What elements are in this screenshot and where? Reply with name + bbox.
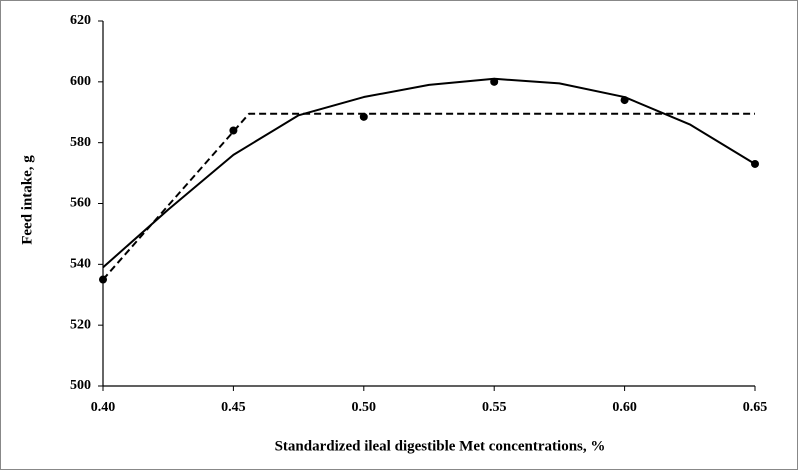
y-tick-label: 500 [70,378,91,393]
y-axis-label: Feed intake, g [19,155,35,245]
y-tick-label: 520 [70,317,91,332]
x-tick-label: 0.55 [482,400,507,415]
x-tick-label: 0.45 [221,400,246,415]
broken-line-fit [102,112,755,281]
x-tick-label: 0.65 [743,400,768,415]
y-tick-label: 540 [70,257,91,272]
x-tick-label: 0.40 [91,400,116,415]
x-axis-label: Standardized ileal digestible Met concen… [275,438,606,454]
y-tick-label: 580 [70,135,91,150]
x-tick-label: 0.50 [352,400,377,415]
y-tick-label: 620 [70,13,91,28]
y-tick-label: 560 [70,196,91,211]
quadratic-fit [102,77,756,269]
data-point [359,112,368,121]
x-tick-label: 0.60 [612,400,637,415]
y-tick-label: 600 [70,74,91,89]
